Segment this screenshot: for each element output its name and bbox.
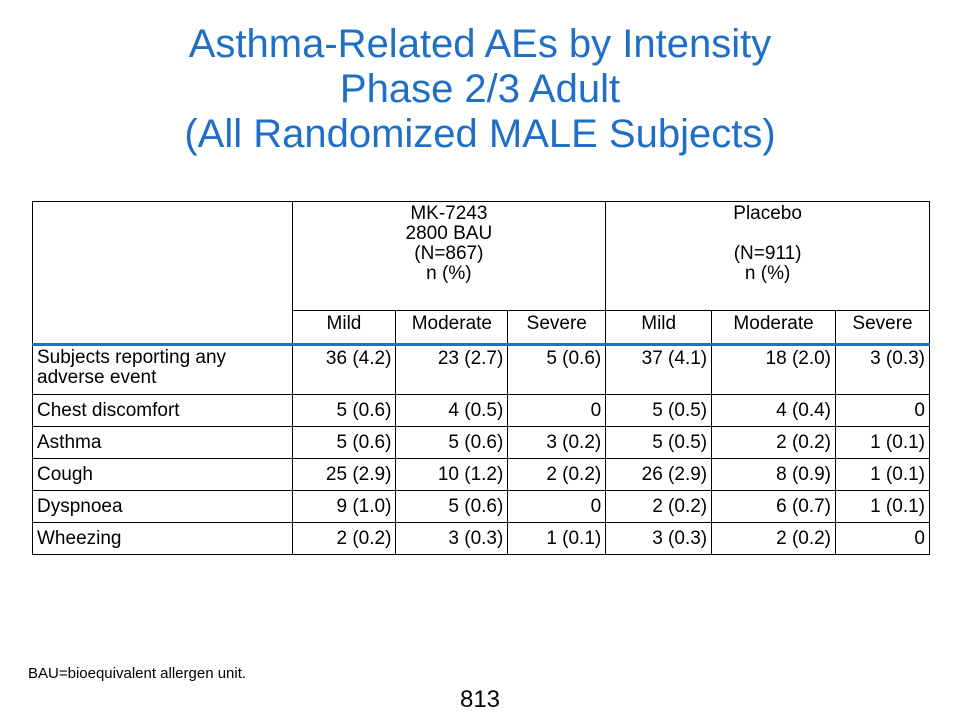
table-row: Wheezing 2 (0.2) 3 (0.3) 1 (0.1) 3 (0.3)… [32, 522, 930, 555]
row-label: Dyspnoea [32, 490, 293, 523]
subheader-row: Mild Moderate Severe Mild Moderate Sever… [32, 310, 930, 346]
table-cell: 0 [507, 490, 607, 523]
group-header-line: (N=911) [733, 243, 802, 264]
table-cell: 5 (0.6) [507, 344, 607, 395]
group-header-placebo: Placebo (N=911) n (%) [605, 201, 930, 311]
group-header-line: Placebo [733, 203, 802, 224]
table-row: Asthma 5 (0.6) 5 (0.6) 3 (0.2) 5 (0.5) 2… [32, 426, 930, 459]
table-cell: 2 (0.2) [711, 426, 837, 459]
group-header-line: 2800 BAU [405, 223, 493, 244]
table-cell: 9 (1.0) [291, 490, 397, 523]
table-cell: 1 (0.1) [835, 426, 930, 459]
row-label: Asthma [32, 426, 293, 459]
group-header-line: n (%) [744, 263, 791, 284]
row-label: Cough [32, 458, 293, 491]
table-cell: 6 (0.7) [711, 490, 837, 523]
table-cell: 4 (0.4) [711, 394, 837, 427]
footnote: BAU=bioequivalent allergen unit. [28, 665, 247, 682]
ae-table: MK-7243 2800 BAU (N=867) n (%) Placebo (… [32, 201, 930, 555]
group-header-line: n (%) [426, 263, 472, 284]
table-cell: 37 (4.1) [605, 344, 713, 395]
group-header-active: MK-7243 2800 BAU (N=867) n (%) [291, 201, 607, 311]
table-cell: 5 (0.6) [291, 426, 397, 459]
subheader-cell: Mild [291, 310, 397, 346]
table-cell: 3 (0.2) [507, 426, 607, 459]
table-cell: 26 (2.9) [605, 458, 713, 491]
table-cell: 18 (2.0) [711, 344, 837, 395]
page-number: 813 [459, 686, 501, 713]
table-cell: 3 (0.3) [605, 522, 713, 555]
table-row: Subjects reporting any adverse event 36 … [32, 344, 930, 395]
table-cell: 4 (0.5) [395, 394, 509, 427]
table-cell: 8 (0.9) [711, 458, 837, 491]
table-row: Dyspnoea 9 (1.0) 5 (0.6) 0 2 (0.2) 6 (0.… [32, 490, 930, 523]
table-cell: 25 (2.9) [291, 458, 397, 491]
table-cell: 2 (0.2) [711, 522, 837, 555]
row-label: Subjects reporting any adverse event [32, 344, 293, 395]
title-line-2: Phase 2/3 Adult [339, 67, 621, 111]
table-cell: 2 (0.2) [291, 522, 397, 555]
table-cell: 1 (0.1) [835, 490, 930, 523]
table-cell: 5 (0.5) [605, 426, 713, 459]
table-cell: 5 (0.5) [605, 394, 713, 427]
subheader-cell: Moderate [711, 310, 837, 346]
title-line-1: Asthma-Related AEs by Intensity [188, 22, 772, 66]
table-cell: 23 (2.7) [395, 344, 509, 395]
table-cell: 1 (0.1) [507, 522, 607, 555]
table-row: Chest discomfort 5 (0.6) 4 (0.5) 0 5 (0.… [32, 394, 930, 427]
table-cell: 2 (0.2) [605, 490, 713, 523]
table-cell: 5 (0.6) [395, 426, 509, 459]
table-row: Cough 25 (2.9) 10 (1.2) 2 (0.2) 26 (2.9)… [32, 458, 930, 491]
subheader-cell: Severe [507, 310, 607, 346]
table-cell: 5 (0.6) [395, 490, 509, 523]
subheader-cell: Mild [605, 310, 713, 346]
title-line-3: (All Randomized MALE Subjects) [184, 112, 776, 156]
row-label: Wheezing [32, 522, 293, 555]
group-header-line: (N=867) [414, 243, 484, 264]
table-cell: 0 [835, 522, 930, 555]
subheader-cell: Moderate [395, 310, 509, 346]
table-cell: 2 (0.2) [507, 458, 607, 491]
group-header-line [610, 224, 925, 244]
group-header-line: MK-7243 [410, 203, 488, 224]
table-cell: 3 (0.3) [835, 344, 930, 395]
empty-corner-cell [32, 201, 293, 345]
table-cell: 0 [835, 394, 930, 427]
slide-title: Asthma-Related AEs by Intensity Phase 2/… [0, 22, 960, 157]
table-cell: 1 (0.1) [835, 458, 930, 491]
subheader-cell: Severe [835, 310, 930, 346]
table-cell: 10 (1.2) [395, 458, 509, 491]
table-cell: 36 (4.2) [291, 344, 397, 395]
table-cell: 3 (0.3) [395, 522, 509, 555]
group-header-row: MK-7243 2800 BAU (N=867) n (%) Placebo (… [32, 201, 930, 345]
table-cell: 5 (0.6) [291, 394, 397, 427]
table-cell: 0 [507, 394, 607, 427]
row-label: Chest discomfort [32, 394, 293, 427]
